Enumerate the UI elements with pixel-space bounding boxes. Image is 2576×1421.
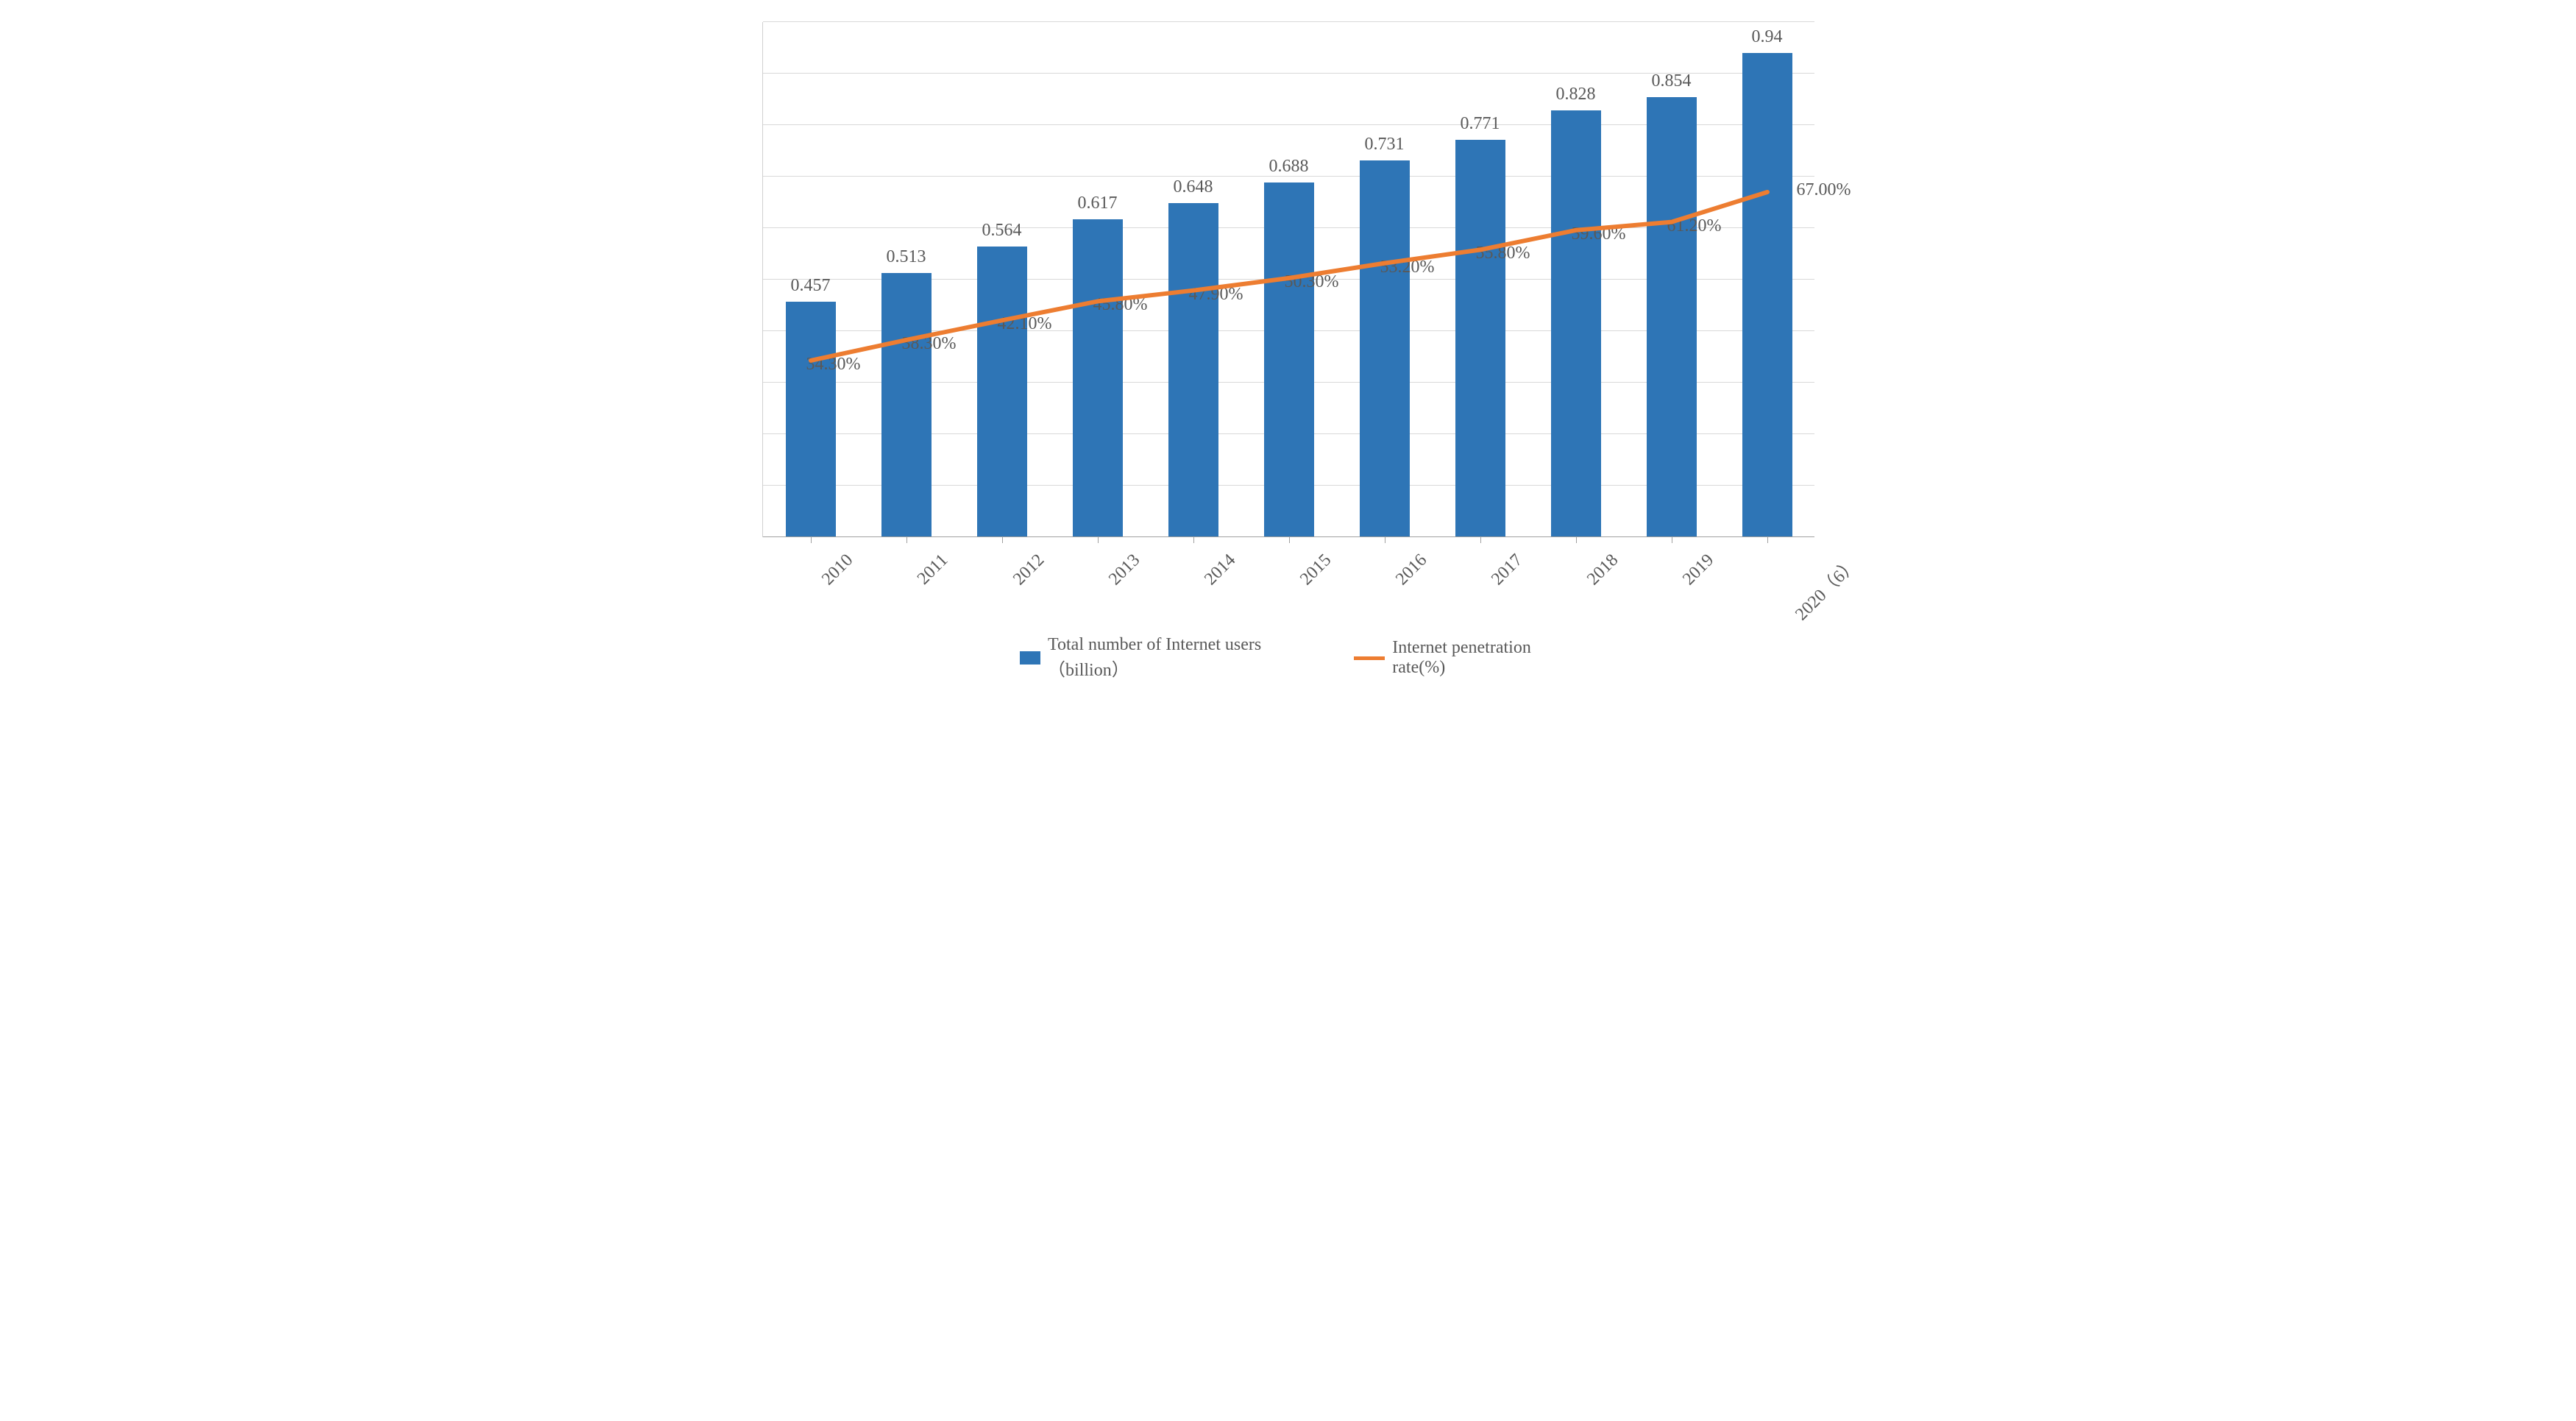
bar-value-label: 0.513 [887,247,926,267]
legend-swatch-bar [1020,651,1041,665]
x-tick-label: 2014 [1201,550,1240,589]
line-value-label: 42.10% [998,314,1052,334]
bar [1551,110,1601,537]
line-value-label: 59.60% [1572,224,1626,244]
bar-value-label: 0.854 [1652,71,1692,91]
x-tick-label: 2010 [818,550,857,589]
bar [881,273,932,537]
legend-label-bars: Total number of Internet users（billion） [1048,635,1295,681]
x-tick-label: 2013 [1105,550,1144,589]
bar-value-label: 0.828 [1556,85,1596,104]
x-tick [1289,537,1290,543]
legend-item-bars: Total number of Internet users（billion） [1020,635,1296,681]
legend-label-line: Internet penetration rate(%) [1392,638,1556,678]
bar [786,302,836,537]
bar [1455,140,1505,537]
x-tick [1002,537,1003,543]
x-tick [906,537,907,543]
x-axis [763,536,1814,537]
bar-value-label: 0.617 [1078,194,1118,213]
bar-value-label: 0.564 [982,221,1022,241]
x-tick-label: 2015 [1296,550,1335,589]
x-tick-label: 2019 [1679,550,1718,589]
x-tick-label: 2012 [1010,550,1049,589]
plot-area: 0.457201034.30%0.513201138.30%0.56420124… [762,22,1814,537]
line-value-label: 38.30% [902,334,957,354]
bar [977,247,1027,537]
x-tick-label: 2018 [1583,550,1622,589]
line-value-label: 34.30% [806,355,861,375]
bar-value-label: 0.94 [1752,27,1783,47]
legend-swatch-line [1354,656,1385,660]
line-value-label: 47.90% [1189,285,1243,305]
x-tick-label: 2020（6） [1787,550,1862,625]
line-value-label: 53.20% [1380,258,1435,277]
x-tick [1767,537,1768,543]
bar [1264,183,1314,537]
line-value-label: 50.30% [1285,272,1339,292]
x-tick-label: 2016 [1392,550,1431,589]
x-tick-label: 2017 [1488,550,1527,589]
bar [1360,160,1410,537]
bar [1073,219,1123,537]
gridline [763,21,1814,22]
chart-container: 0.457 2010 34.30% 0.513 2011 38.30% 0.564 2012 4… [751,15,1825,681]
legend-item-line: Internet penetration rate(%) [1354,638,1556,678]
x-tick [1098,537,1099,543]
x-tick-label: 2011 [913,550,951,589]
bar [1742,53,1792,537]
bar-value-label: 0.731 [1365,135,1405,155]
bar [1168,203,1218,537]
x-tick [811,537,812,543]
line-value-label: 67.00% [1797,180,1851,200]
bar-value-label: 0.771 [1461,114,1500,134]
line-value-label: 45.80% [1093,295,1148,315]
legend: Total number of Internet users（billion） … [1020,635,1557,681]
line-value-label: 61.20% [1667,216,1722,236]
line-value-label: 55.80% [1476,244,1530,263]
bar-value-label: 0.648 [1174,177,1213,197]
bar-value-label: 0.457 [791,276,831,296]
x-tick [1480,537,1481,543]
bar [1647,97,1697,537]
x-tick [1576,537,1577,543]
bar-value-label: 0.688 [1269,157,1309,177]
x-tick [1193,537,1194,543]
